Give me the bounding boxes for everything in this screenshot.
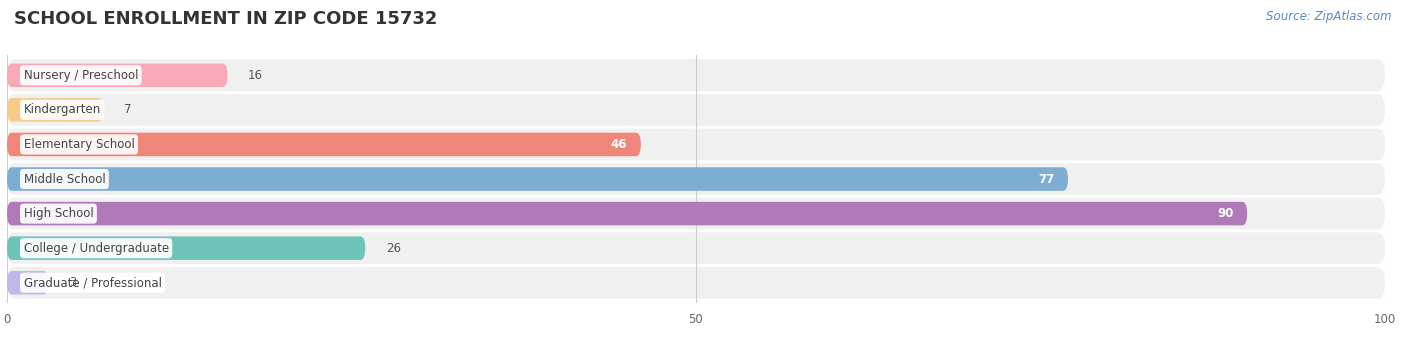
FancyBboxPatch shape	[7, 133, 641, 156]
FancyBboxPatch shape	[7, 59, 1385, 91]
FancyBboxPatch shape	[7, 236, 366, 260]
FancyBboxPatch shape	[7, 163, 1385, 195]
Text: Nursery / Preschool: Nursery / Preschool	[24, 69, 138, 82]
Text: Graduate / Professional: Graduate / Professional	[24, 276, 162, 289]
Text: Middle School: Middle School	[24, 173, 105, 186]
Text: 16: 16	[249, 69, 263, 82]
FancyBboxPatch shape	[7, 167, 1069, 191]
Text: High School: High School	[24, 207, 93, 220]
FancyBboxPatch shape	[7, 271, 48, 295]
FancyBboxPatch shape	[7, 98, 104, 122]
Text: 90: 90	[1218, 207, 1233, 220]
Text: Source: ZipAtlas.com: Source: ZipAtlas.com	[1267, 10, 1392, 23]
FancyBboxPatch shape	[7, 202, 1247, 225]
FancyBboxPatch shape	[7, 129, 1385, 160]
FancyBboxPatch shape	[7, 94, 1385, 126]
Text: 46: 46	[610, 138, 627, 151]
Text: 7: 7	[124, 103, 132, 116]
Text: 26: 26	[387, 242, 401, 255]
Text: Elementary School: Elementary School	[24, 138, 135, 151]
FancyBboxPatch shape	[7, 232, 1385, 264]
Text: College / Undergraduate: College / Undergraduate	[24, 242, 169, 255]
FancyBboxPatch shape	[7, 267, 1385, 299]
Text: Kindergarten: Kindergarten	[24, 103, 101, 116]
Text: 77: 77	[1038, 173, 1054, 186]
FancyBboxPatch shape	[7, 63, 228, 87]
Text: 3: 3	[69, 276, 76, 289]
FancyBboxPatch shape	[7, 198, 1385, 229]
Text: SCHOOL ENROLLMENT IN ZIP CODE 15732: SCHOOL ENROLLMENT IN ZIP CODE 15732	[14, 10, 437, 28]
